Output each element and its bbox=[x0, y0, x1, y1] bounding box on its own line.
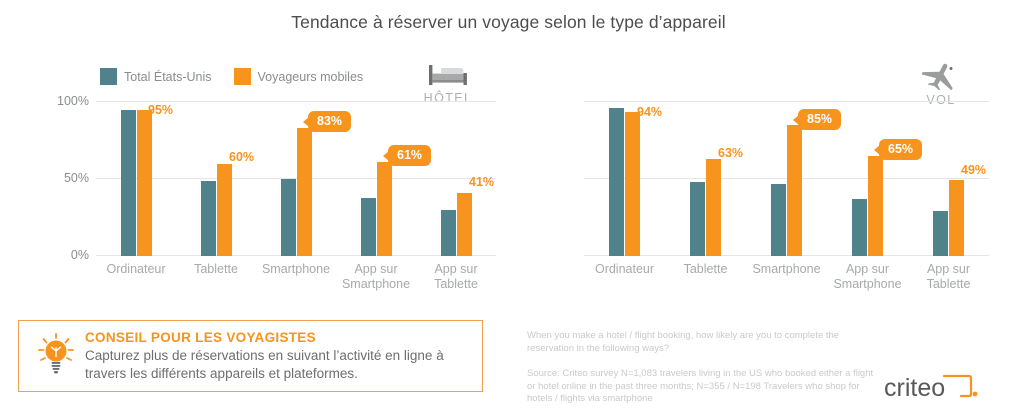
category-icon-flight: VOL bbox=[895, 62, 987, 107]
legend-item-total-us: Total États-Unis bbox=[100, 68, 212, 85]
value-label-smartphone: 85% bbox=[792, 109, 842, 131]
bar-total-us bbox=[360, 198, 376, 256]
svg-text:criteo: criteo bbox=[884, 374, 945, 402]
gridline-50: 50% bbox=[64, 171, 496, 185]
value-label-ordinateur: 94% bbox=[637, 105, 663, 119]
gridline-100: 100% bbox=[57, 94, 496, 108]
bar-total-us bbox=[280, 179, 296, 256]
bar-mobile bbox=[949, 180, 964, 256]
bar-group-smartphone: 85% bbox=[746, 101, 842, 256]
bar-mobile bbox=[216, 164, 232, 256]
x-axis-labels-hotel: Ordinateur Tablette Smartphone App sur S… bbox=[96, 262, 496, 292]
bar-total-us bbox=[852, 199, 867, 256]
bar-mobile bbox=[376, 162, 392, 256]
tip-heading: CONSEIL POUR LES VOYAGISTES bbox=[85, 329, 316, 345]
bar-total-us bbox=[933, 211, 948, 256]
bar-group-app-sur-smartphone: 61% bbox=[336, 101, 432, 256]
x-label-app-sur-tablette: App sur Tablette bbox=[926, 262, 971, 291]
bar-mobile bbox=[787, 125, 802, 256]
bar-mobile bbox=[868, 156, 883, 256]
tip-text-block: CONSEIL POUR LES VOYAGISTES Capturez plu… bbox=[81, 330, 470, 383]
legend-swatch-teal-icon bbox=[100, 68, 117, 85]
bar-total-us bbox=[120, 110, 136, 256]
bar-total-us bbox=[440, 210, 456, 256]
chart-panel-hotel: Total États-Unis Voyageurs mobiles HÔTEL… bbox=[40, 60, 500, 300]
x-label-smartphone: Smartphone bbox=[752, 262, 821, 276]
bed-icon bbox=[402, 62, 494, 88]
x-axis-labels-flight: Ordinateur Tablette Smartphone App sur S… bbox=[584, 262, 989, 292]
x-label-tablette: Tablette bbox=[683, 262, 728, 276]
airplane-icon bbox=[895, 62, 987, 90]
tip-body: Capturez plus de réservations en suivant… bbox=[85, 347, 444, 381]
bar-mobile bbox=[456, 193, 472, 256]
source-block: When you make a hotel / flight booking, … bbox=[527, 330, 877, 406]
gridline-0 bbox=[584, 255, 989, 256]
source-question: When you make a hotel / flight booking, … bbox=[527, 330, 840, 354]
lightbulb-icon bbox=[31, 332, 81, 381]
value-label-smartphone: 83% bbox=[302, 111, 352, 133]
bar-mobile bbox=[706, 159, 721, 256]
bar-total-us bbox=[609, 108, 624, 256]
criteo-logo: criteo bbox=[884, 372, 994, 406]
bar-group-ordinateur: 94% bbox=[584, 101, 665, 256]
legend-item-mobile-travelers: Voyageurs mobiles bbox=[233, 68, 364, 85]
ytick-100: 100% bbox=[57, 94, 89, 108]
bar-mobile bbox=[136, 110, 152, 256]
source-note: Source: Criteo survey N=1,083 travelers … bbox=[527, 368, 874, 404]
bar-group-smartphone: 83% bbox=[256, 101, 352, 256]
x-label-app-sur-tablette: App sur Tablette bbox=[434, 262, 478, 291]
bar-mobile bbox=[625, 112, 640, 256]
value-label-app-sur-tablette: 41% bbox=[469, 175, 495, 189]
legend-label-mobile-travelers: Voyageurs mobiles bbox=[257, 69, 364, 84]
page-title: Tendance à réserver un voyage selon le t… bbox=[291, 12, 726, 32]
x-label-tablette: Tablette bbox=[194, 262, 238, 276]
bar-group-ordinateur: 95% bbox=[96, 101, 176, 256]
x-label-app-sur-smartphone: App sur Smartphone bbox=[833, 262, 902, 291]
plot-area-flight: 94% 63% 85% 65% 49% bbox=[584, 101, 989, 256]
chart-legend: Total États-Unis Voyageurs mobiles bbox=[100, 68, 376, 85]
bar-group-app-sur-tablette: 41% bbox=[416, 101, 496, 256]
bar-group-app-sur-tablette: 49% bbox=[908, 101, 989, 256]
value-label-tablette: 63% bbox=[718, 146, 744, 160]
x-label-ordinateur: Ordinateur bbox=[594, 262, 655, 276]
x-label-app-sur-smartphone: App sur Smartphone bbox=[341, 262, 411, 291]
gridline-0: 0% bbox=[71, 248, 496, 262]
value-label-app-sur-tablette: 49% bbox=[961, 163, 987, 177]
bar-group-tablette: 63% bbox=[665, 101, 746, 256]
x-label-smartphone: Smartphone bbox=[261, 262, 331, 276]
bar-total-us bbox=[690, 182, 705, 256]
plot-area-hotel: 100% 50% 0% 95% 60% 83% bbox=[57, 94, 496, 262]
bar-groups-flight: 94% 63% 85% 65% 49% bbox=[584, 101, 989, 256]
value-label-tablette: 60% bbox=[229, 150, 255, 164]
gridline-50 bbox=[584, 178, 989, 179]
bar-total-us bbox=[200, 181, 216, 256]
traveler-tip-box: CONSEIL POUR LES VOYAGISTES Capturez plu… bbox=[18, 320, 483, 392]
category-icon-label-flight: VOL bbox=[926, 93, 956, 107]
value-label-app-sur-smartphone: 65% bbox=[873, 139, 923, 161]
chart-panel-flight: VOL 94% 63% 85% bbox=[528, 60, 993, 300]
ytick-50: 50% bbox=[63, 171, 89, 185]
value-label-ordinateur: 95% bbox=[148, 103, 174, 117]
ytick-0: 0% bbox=[70, 248, 89, 262]
gridline-100 bbox=[584, 101, 989, 102]
bar-group-tablette: 60% bbox=[176, 101, 256, 256]
category-icon-hotel: HÔTEL bbox=[402, 62, 494, 105]
bar-groups-hotel: 95% 60% 83% 61% 41% bbox=[96, 101, 496, 256]
legend-label-total-us: Total États-Unis bbox=[124, 69, 212, 84]
value-label-app-sur-smartphone: 61% bbox=[382, 145, 432, 167]
bar-group-app-sur-smartphone: 65% bbox=[827, 101, 923, 256]
bar-mobile bbox=[296, 128, 312, 256]
legend-swatch-orange-icon bbox=[233, 68, 251, 85]
x-label-ordinateur: Ordinateur bbox=[106, 262, 166, 276]
bar-total-us bbox=[771, 184, 786, 256]
